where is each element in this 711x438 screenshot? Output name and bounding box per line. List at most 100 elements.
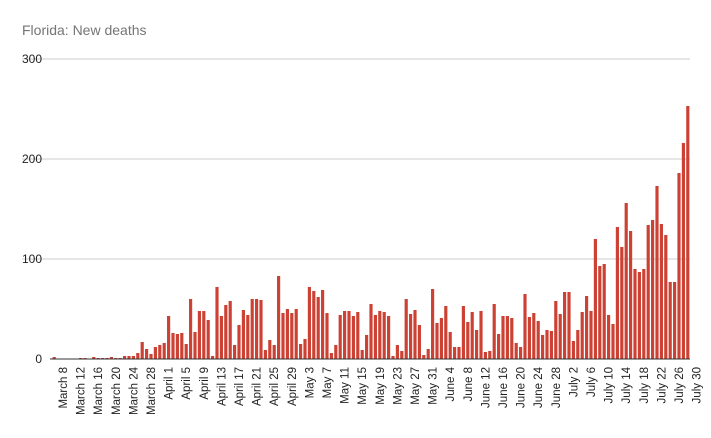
- bar: [646, 225, 650, 359]
- x-tick-label: March 24: [128, 366, 140, 415]
- x-tick-label: April 29: [287, 367, 299, 406]
- bar: [158, 345, 162, 359]
- bar: [299, 344, 303, 359]
- bar: [497, 334, 501, 359]
- bar: [448, 332, 452, 359]
- bar: [475, 330, 479, 359]
- x-tick-label: June 4: [445, 366, 457, 401]
- bar: [514, 343, 518, 359]
- bar: [629, 231, 633, 359]
- bar: [263, 350, 267, 359]
- bar: [224, 305, 228, 359]
- bar: [545, 330, 549, 359]
- bar: [149, 354, 153, 359]
- x-tick-label: July 10: [604, 367, 616, 403]
- bar: [369, 304, 373, 359]
- y-tick-label: 300: [22, 52, 42, 66]
- bar: [255, 299, 259, 359]
- bar: [215, 287, 219, 359]
- bar: [624, 203, 628, 359]
- x-tick-label: July 30: [692, 367, 704, 403]
- gridlines: [22, 58, 690, 260]
- bar: [611, 324, 615, 359]
- x-tick-label: April 25: [269, 367, 281, 406]
- bar: [360, 350, 364, 359]
- bar: [571, 341, 575, 359]
- bar: [554, 301, 558, 359]
- bar: [219, 316, 223, 359]
- bar: [549, 331, 553, 359]
- bar: [607, 315, 611, 359]
- bar: [281, 313, 285, 359]
- bar: [580, 312, 584, 359]
- x-tick-label: March 20: [111, 367, 123, 415]
- x-tick-label: May 31: [428, 367, 440, 405]
- bar: [615, 227, 619, 359]
- bar: [52, 357, 56, 359]
- bar: [620, 247, 624, 359]
- bar: [325, 313, 329, 359]
- x-tick-label: March 8: [58, 367, 70, 409]
- bar: [321, 290, 325, 359]
- bar: [241, 310, 245, 359]
- x-tick-label: March 16: [93, 367, 105, 415]
- bar: [184, 344, 188, 359]
- bar: [466, 322, 470, 359]
- bar: [642, 269, 646, 359]
- bar: [523, 294, 527, 359]
- bar: [307, 287, 311, 359]
- bar: [127, 356, 131, 359]
- bar: [268, 340, 272, 359]
- bar: [664, 235, 668, 359]
- bar: [171, 333, 175, 359]
- bar: [145, 349, 149, 359]
- bar: [285, 309, 289, 359]
- bar: [343, 311, 347, 359]
- bar: [334, 345, 338, 359]
- bar: [329, 353, 333, 359]
- x-tick-label: May 23: [392, 367, 404, 405]
- bar: [536, 321, 540, 359]
- bar: [431, 289, 435, 359]
- x-tick-label: May 19: [375, 367, 387, 405]
- x-tick-label: May 7: [322, 367, 334, 398]
- bar: [439, 318, 443, 359]
- bar: [492, 304, 496, 359]
- bar: [633, 269, 637, 359]
- bar: [510, 318, 514, 359]
- bar: [387, 316, 391, 359]
- bar: [167, 316, 171, 359]
- x-tick-label: July 6: [586, 367, 598, 397]
- bar: [453, 347, 457, 359]
- bar: [417, 325, 421, 359]
- bar: [593, 239, 597, 359]
- bar: [461, 306, 465, 359]
- bars: [52, 106, 690, 359]
- bar: [505, 316, 509, 359]
- bar: [483, 352, 487, 359]
- x-tick-label: July 2: [568, 367, 580, 397]
- bar: [162, 343, 166, 359]
- bar: [409, 314, 413, 359]
- bar: [422, 355, 426, 359]
- x-axis-ticks: March 8 March 12 March 16 March 20 March 24 M…: [58, 366, 704, 415]
- bar: [303, 339, 307, 359]
- bar: [294, 309, 298, 359]
- bar: [131, 356, 135, 359]
- x-tick-label: April 5: [181, 367, 193, 400]
- bar: [598, 266, 602, 359]
- x-tick-label: June 20: [516, 367, 528, 408]
- bar: [259, 300, 263, 359]
- x-tick-label: May 15: [357, 367, 369, 405]
- x-tick-label: May 3: [304, 367, 316, 398]
- x-tick-label: June 16: [498, 367, 510, 408]
- bar: [501, 316, 505, 359]
- bar: [589, 311, 593, 359]
- bar: [532, 313, 536, 359]
- bar: [576, 330, 580, 359]
- bar: [193, 332, 197, 359]
- bar: [677, 173, 681, 359]
- bar: [479, 311, 483, 359]
- y-tick-label: 100: [22, 252, 42, 266]
- y-tick-label: 0: [35, 352, 42, 366]
